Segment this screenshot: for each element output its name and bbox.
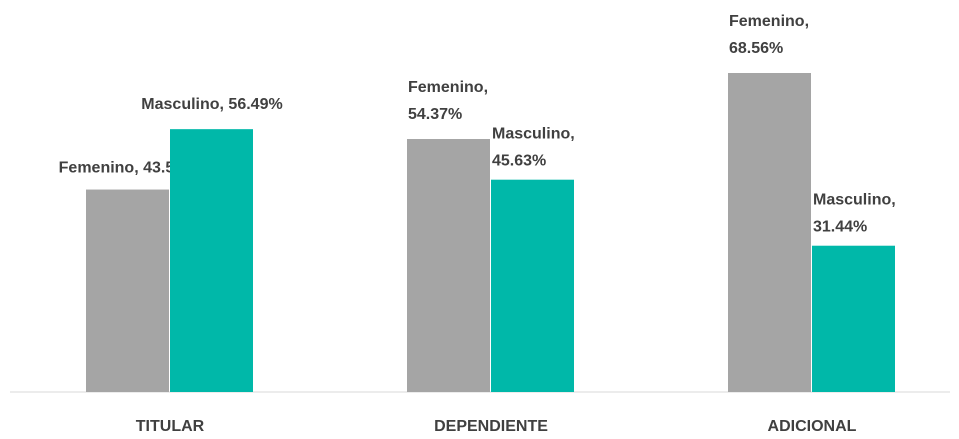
data-label-line: Femenino, <box>408 79 488 96</box>
data-label-line: 54.37% <box>408 106 462 123</box>
data-label: Masculino, 45.63% <box>492 126 575 170</box>
x-tick-label: ADICIONAL <box>768 418 857 435</box>
x-tick-label: TITULAR <box>136 418 205 435</box>
x-tick-label: DEPENDIENTE <box>434 418 548 435</box>
data-label-line: 45.63% <box>492 153 546 170</box>
bar <box>86 189 169 392</box>
data-label-line: 31.44% <box>813 219 867 236</box>
data-label-line: 68.56% <box>729 40 783 57</box>
data-label-line: Masculino, <box>813 192 896 209</box>
data-label: Femenino, 54.37% <box>408 79 488 123</box>
bar <box>491 179 574 392</box>
data-label: Femenino, 43.51% <box>59 160 198 177</box>
bar <box>812 245 895 392</box>
bar <box>407 139 490 392</box>
data-label-line: Masculino, <box>492 126 575 143</box>
bar <box>728 73 811 392</box>
bar <box>170 129 253 392</box>
data-label: Masculino, 31.44% <box>813 192 896 236</box>
data-label: Masculino, 56.49% <box>141 96 282 113</box>
data-label-line: Femenino, <box>729 13 809 30</box>
data-label: Femenino, 68.56% <box>729 13 809 57</box>
